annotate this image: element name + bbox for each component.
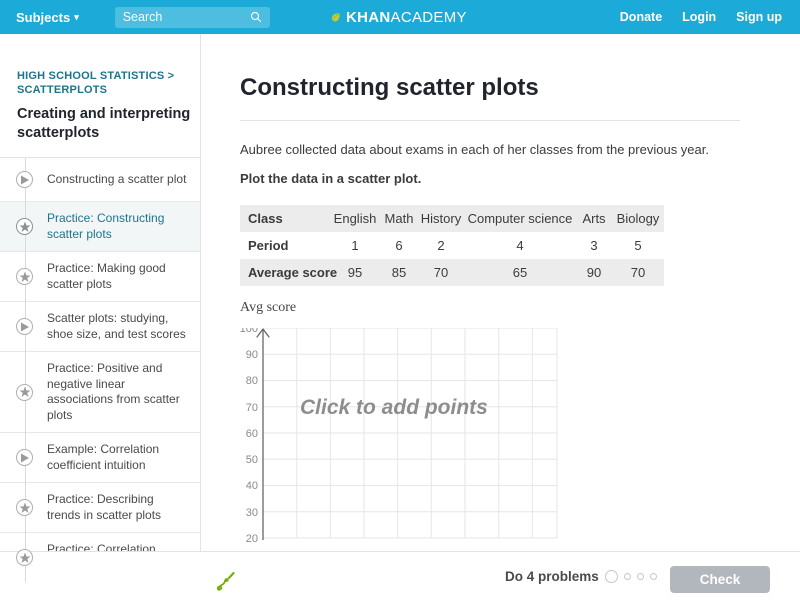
- svg-text:40: 40: [246, 480, 258, 492]
- svg-text:20: 20: [246, 533, 258, 545]
- svg-text:70: 70: [246, 402, 258, 414]
- svg-text:30: 30: [246, 507, 258, 519]
- svg-text:50: 50: [246, 454, 258, 466]
- svg-text:100: 100: [240, 328, 258, 335]
- svg-text:80: 80: [246, 375, 258, 387]
- svg-text:90: 90: [246, 349, 258, 361]
- svg-text:60: 60: [246, 428, 258, 440]
